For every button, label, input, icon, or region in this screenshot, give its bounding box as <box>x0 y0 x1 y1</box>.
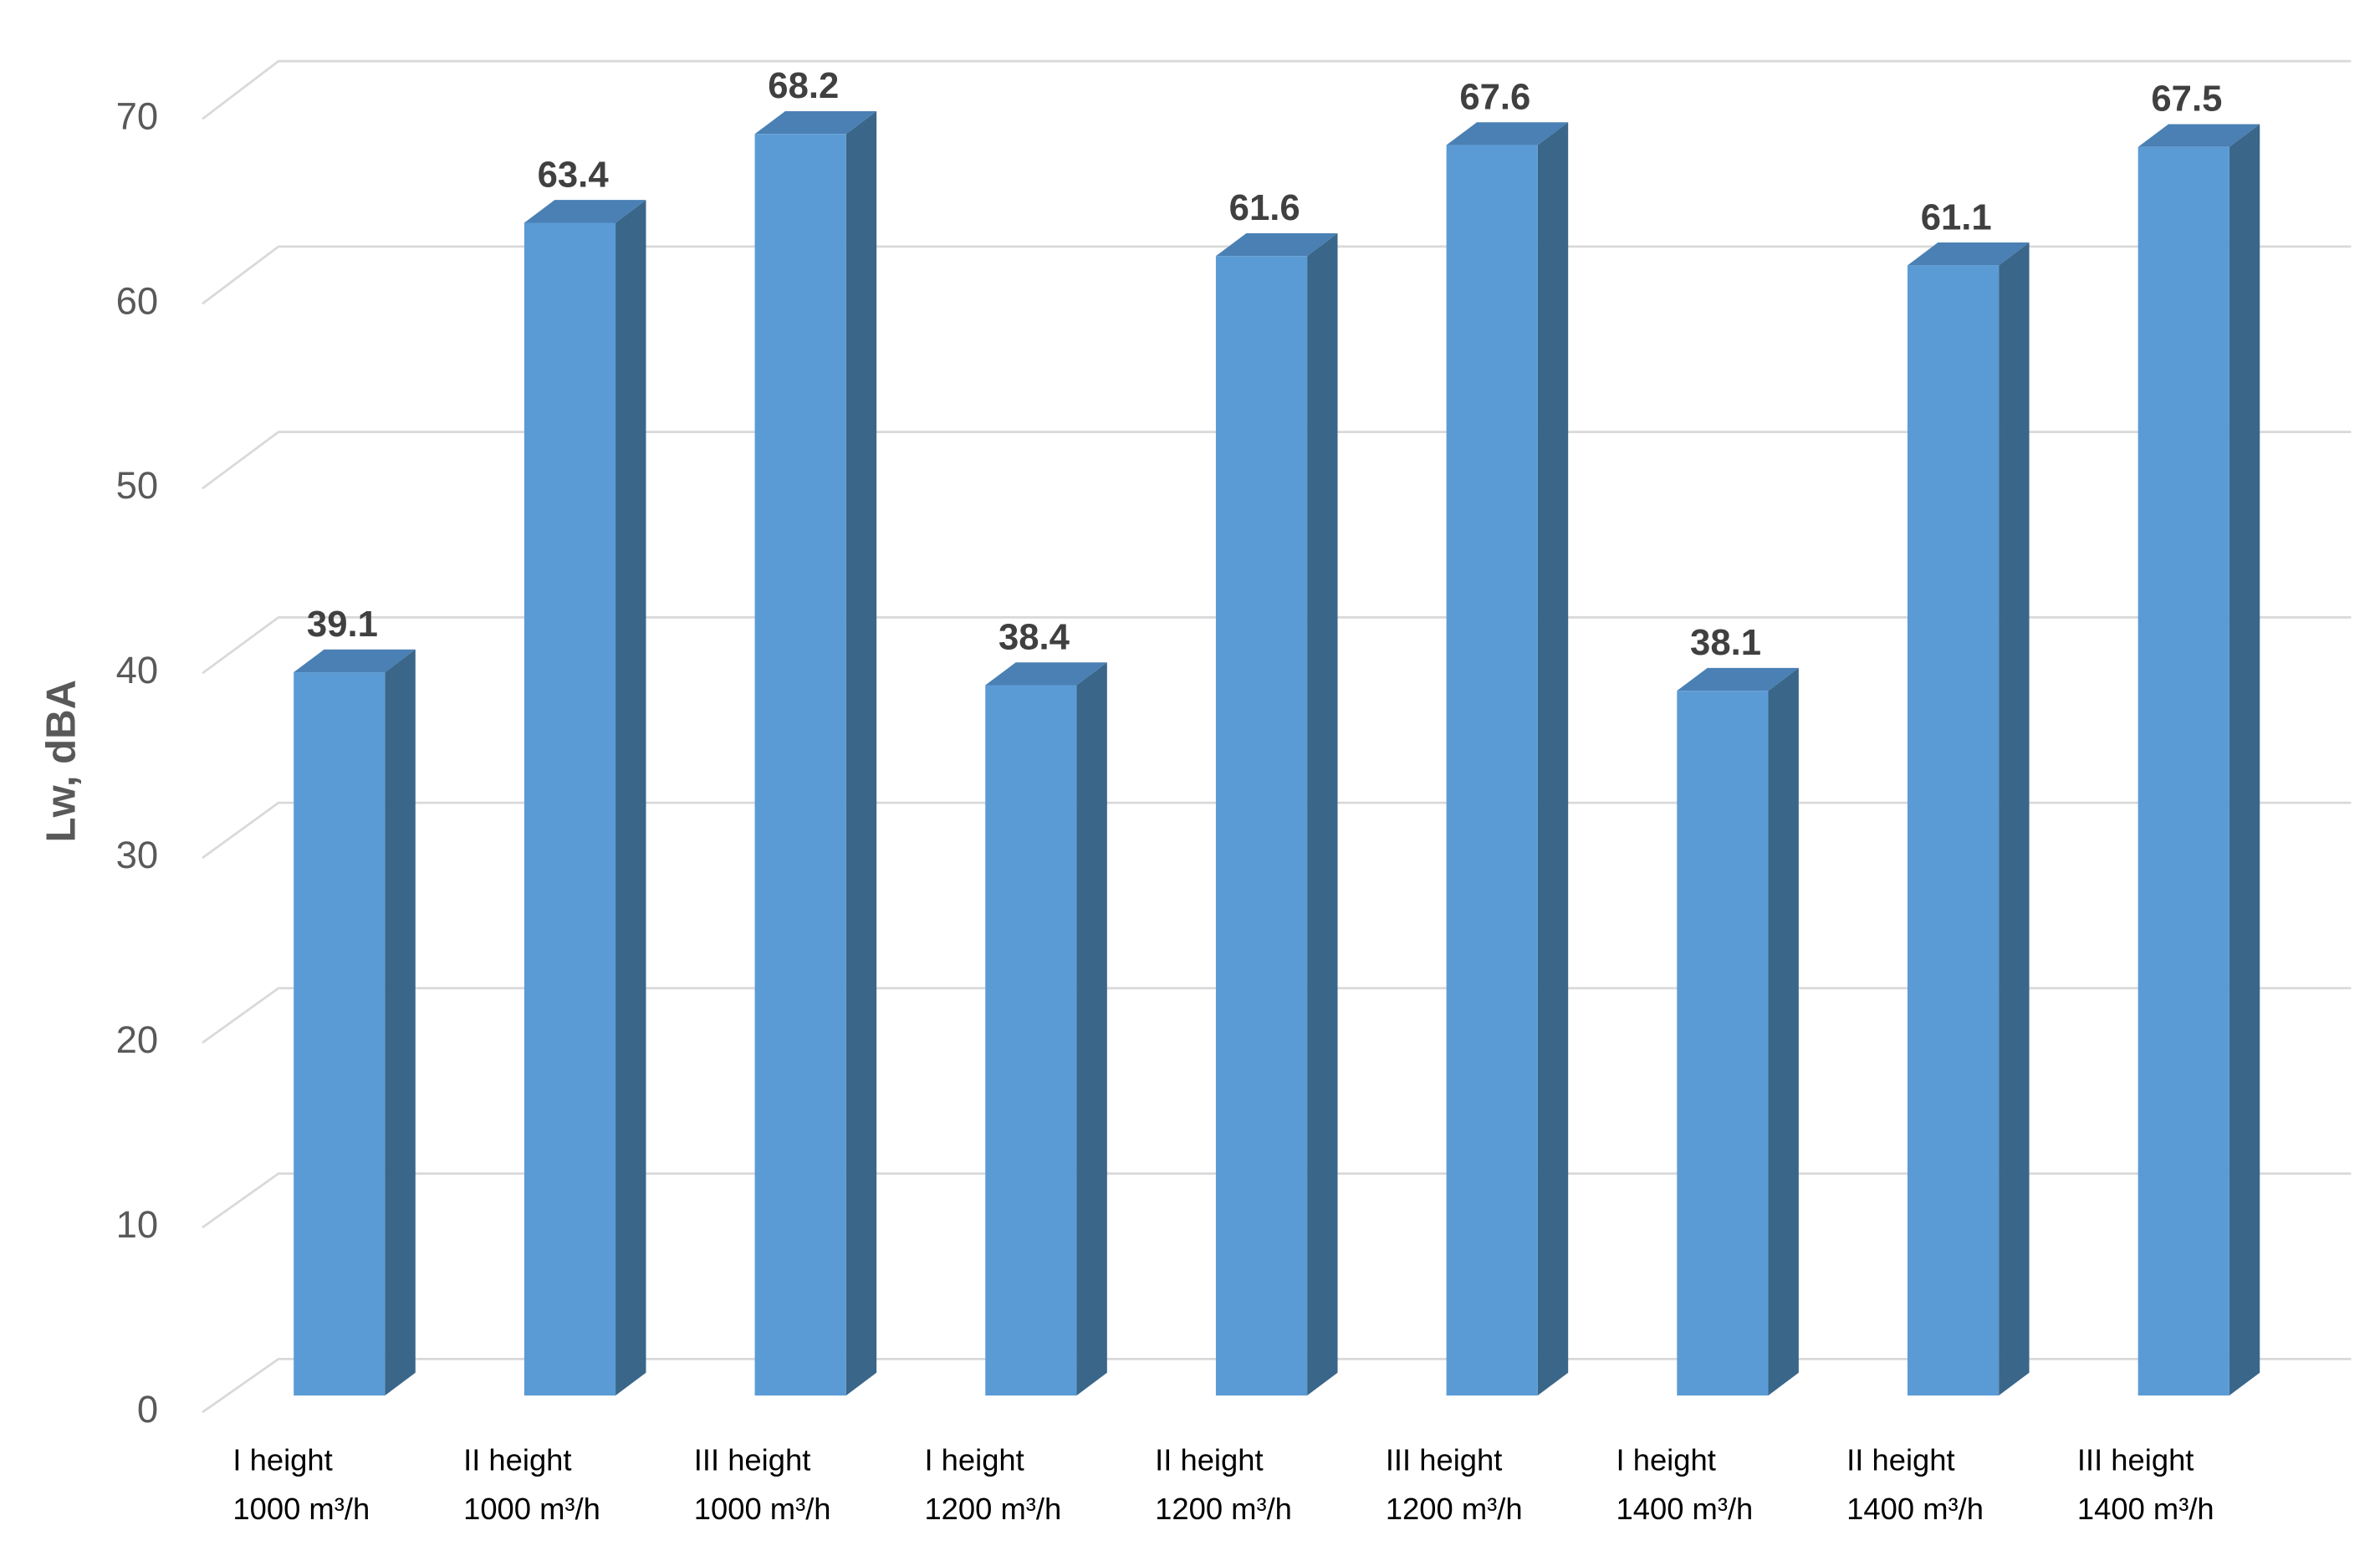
bar-side <box>615 200 646 1396</box>
y-tick-label: 70 <box>116 94 159 137</box>
x-tick-label: 1400 m³/h <box>2077 1492 2214 1526</box>
value-label: 61.6 <box>1229 187 1300 228</box>
bar <box>1215 256 1308 1396</box>
x-tick-label: II height <box>1846 1443 1954 1477</box>
y-tick-label: 30 <box>116 834 159 876</box>
grid-line <box>202 1357 2352 1414</box>
x-tick-label: I height <box>924 1443 1024 1477</box>
bar-side <box>1768 667 1799 1396</box>
x-tick-label: 1400 m³/h <box>1846 1492 1984 1526</box>
bar-side <box>845 110 877 1396</box>
bar-side <box>1537 122 1569 1396</box>
bar-side <box>1076 662 1107 1396</box>
bar-top <box>1215 232 1338 257</box>
bar <box>754 134 846 1396</box>
grid-line <box>202 245 2352 305</box>
y-tick-label: 10 <box>116 1203 159 1246</box>
x-tick-label: 1200 m³/h <box>924 1492 1061 1526</box>
bar-top <box>2137 124 2260 147</box>
value-label: 68.2 <box>768 65 839 106</box>
x-tick-label: III height <box>2077 1443 2194 1477</box>
bar-top <box>1446 122 1569 145</box>
value-label: 38.4 <box>998 616 1070 657</box>
value-label: 63.4 <box>538 154 610 195</box>
grid-line <box>202 616 2352 675</box>
bar-top <box>294 649 416 673</box>
bar <box>2137 146 2229 1396</box>
x-tick-label: 1000 m³/h <box>232 1492 370 1526</box>
grid-line <box>202 987 2352 1044</box>
bar-side <box>1307 232 1338 1396</box>
bar <box>1907 265 2000 1396</box>
bar-side <box>1999 242 2030 1396</box>
x-tick-label: 1000 m³/h <box>463 1492 600 1526</box>
y-tick-label: 0 <box>137 1388 158 1431</box>
bar-top <box>523 200 646 223</box>
y-axis-label: Lw, dBA <box>38 680 84 843</box>
y-tick-label: 40 <box>116 649 159 691</box>
x-tick-label: III height <box>694 1443 811 1477</box>
grid-line <box>202 59 2352 120</box>
value-label: 39.1 <box>307 604 378 645</box>
x-tick-label: 1000 m³/h <box>694 1492 831 1526</box>
bar-top <box>985 662 1107 686</box>
bar-top <box>754 110 877 135</box>
x-tick-label: II height <box>1155 1443 1263 1477</box>
x-tick-label: III height <box>1386 1443 1503 1477</box>
value-label: 67.5 <box>2151 79 2222 120</box>
grid-line <box>202 1172 2352 1229</box>
value-label: 67.6 <box>1459 77 1530 118</box>
y-tick-label: 20 <box>116 1018 159 1061</box>
bar <box>1677 691 1769 1396</box>
y-tick-label: 50 <box>116 464 159 507</box>
grid-line <box>202 801 2352 860</box>
x-tick-label: 1400 m³/h <box>1616 1492 1754 1526</box>
x-tick-label: I height <box>232 1443 332 1477</box>
value-label: 61.1 <box>1921 196 1992 237</box>
x-tick-label: I height <box>1616 1443 1716 1477</box>
y-tick-label: 60 <box>116 279 159 322</box>
bar <box>294 672 386 1396</box>
bar <box>1446 145 1538 1396</box>
x-tick-label: II height <box>463 1443 571 1477</box>
bar-top <box>1907 242 2030 266</box>
value-label: 38.1 <box>1690 622 1761 663</box>
bar-top <box>1677 667 1799 691</box>
bar <box>523 222 616 1396</box>
x-tick-label: 1200 m³/h <box>1155 1492 1292 1526</box>
grid-line <box>202 431 2352 490</box>
bar <box>985 685 1077 1396</box>
bar-side <box>385 649 416 1396</box>
bar-side <box>2229 124 2260 1396</box>
x-tick-label: 1200 m³/h <box>1386 1492 1523 1526</box>
